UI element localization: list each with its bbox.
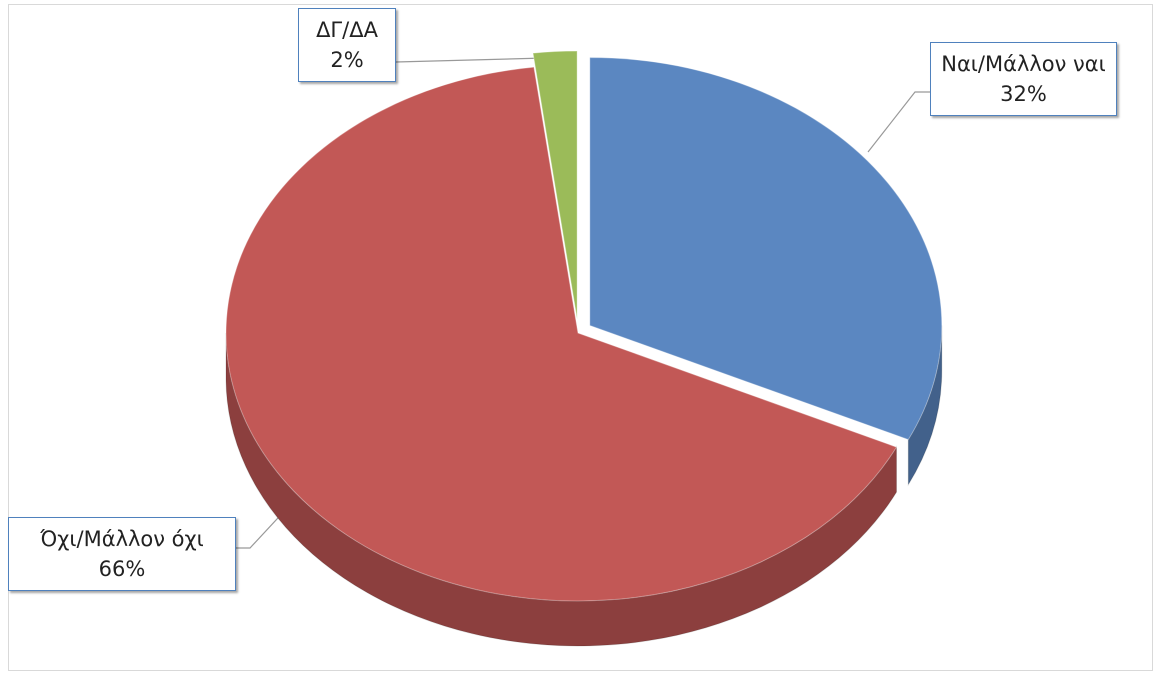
chart-frame (8, 4, 1153, 671)
slice (532, 50, 578, 320)
leader-line (867, 91, 930, 153)
slices (225, 50, 943, 647)
leader-line (236, 504, 291, 549)
label-box: Όχι/Μάλλον όχι 66% (8, 517, 236, 591)
category-label: Ναι/Μάλλον ναι (941, 52, 1106, 76)
value-label: 66% (98, 557, 146, 581)
slice (225, 66, 898, 602)
slice (589, 56, 943, 441)
value-label: 32% (1000, 82, 1047, 106)
leader-lines (236, 57, 930, 549)
value-label: 2% (330, 48, 364, 72)
category-label: ΔΓ/ΔΑ (316, 18, 378, 42)
label-box: ΔΓ/ΔΑ 2% (298, 8, 396, 82)
leader-line (395, 57, 546, 63)
category-label: Όχι/Μάλλον όχι (40, 527, 204, 551)
label-box: Ναι/Μάλλον ναι 32% (930, 42, 1117, 116)
